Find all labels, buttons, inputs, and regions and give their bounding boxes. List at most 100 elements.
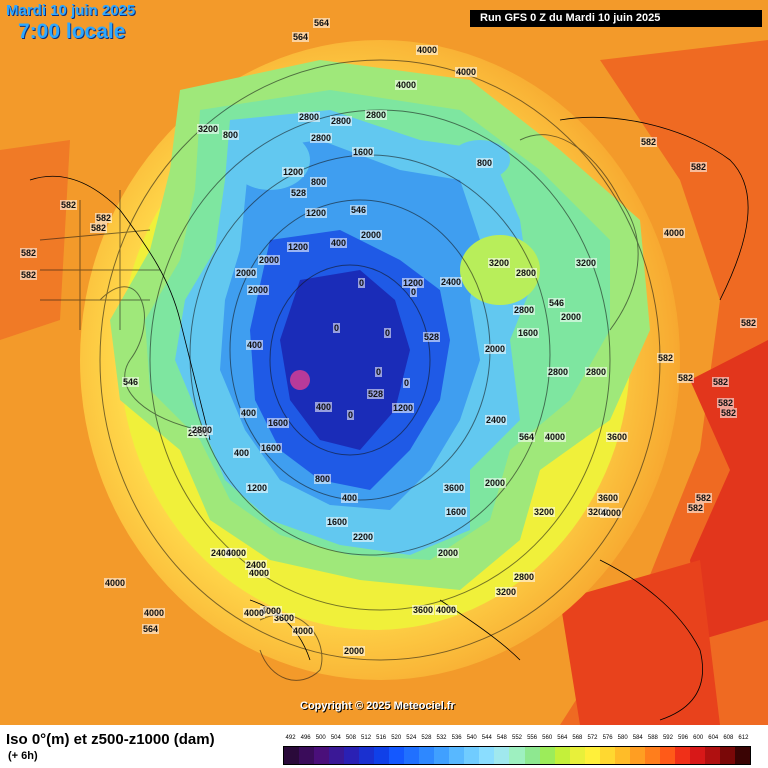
contour-label: 582 (687, 503, 705, 513)
color-scale-swatch (584, 747, 600, 764)
contour-label: 4000 (248, 568, 271, 578)
warm-zone-west (0, 140, 70, 340)
contour-label: 528 (290, 188, 308, 198)
contour-label: 2000 (437, 548, 460, 558)
color-scale-tick: 528 (421, 735, 432, 741)
contour-label: 3600 (412, 605, 435, 615)
contour-label: 1600 (260, 443, 283, 453)
color-scale-tick: 544 (481, 735, 492, 741)
color-scale-tick: 548 (496, 735, 507, 741)
contour-label: 2800 (298, 112, 321, 122)
contour-label: 582 (720, 408, 738, 418)
contour-label: 2000 (258, 255, 281, 265)
contour-label: 4000 (600, 508, 623, 518)
contour-label: 3600 (597, 493, 620, 503)
contour-label: 582 (640, 137, 658, 147)
color-scale-tick: 524 (406, 735, 417, 741)
color-scale-swatch (299, 747, 315, 764)
contour-label: 582 (20, 270, 38, 280)
contour-label: 1600 (352, 147, 375, 157)
contour-label: 3200 (197, 124, 220, 134)
color-scale-swatch (359, 747, 375, 764)
color-scale-swatch (329, 747, 345, 764)
color-scale-swatch (374, 747, 390, 764)
color-scale-swatch (479, 747, 495, 764)
color-scale-swatch (614, 747, 630, 764)
color-scale-swatch (434, 747, 450, 764)
contour-label: 800 (310, 177, 328, 187)
contour-label: 0 (384, 328, 392, 338)
color-scale-tick: 584 (632, 735, 643, 741)
contour-label: 0 (347, 410, 355, 420)
contour-label: 564 (313, 18, 331, 28)
color-scale-swatch (494, 747, 510, 764)
legend-title: Iso 0°(m) et z500-z1000 (dam) (6, 731, 215, 748)
color-scale-tick: 592 (662, 735, 673, 741)
contour-label: 528 (423, 332, 441, 342)
contour-label: 2000 (343, 646, 366, 656)
contour-label: 582 (677, 373, 695, 383)
contour-label: 564 (518, 432, 536, 442)
green-blob-east (460, 235, 540, 305)
color-scale-tick: 600 (693, 735, 704, 741)
contour-label: 2800 (191, 425, 214, 435)
contour-label: 1600 (267, 418, 290, 428)
contour-label: 2200 (352, 532, 375, 542)
color-scale: 492 496 500 504 508 512 516 520 524 528 532 536 540 5… (283, 735, 751, 765)
color-scale-swatch (554, 747, 570, 764)
color-scale-tick: 560 (542, 735, 553, 741)
color-scale-swatch (689, 747, 705, 764)
forecast-time-title: 7:00 locale (18, 20, 126, 43)
contour-label: 2800 (513, 305, 536, 315)
contour-label: 400 (341, 493, 359, 503)
contour-label: 2800 (547, 367, 570, 377)
contour-label: 2000 (484, 344, 507, 354)
color-scale-tick: 604 (708, 735, 719, 741)
contour-label: 546 (122, 377, 140, 387)
contour-label: 4000 (544, 432, 567, 442)
color-scale-tick: 504 (330, 735, 341, 741)
contour-label: 1600 (326, 517, 349, 527)
color-scale-tick: 536 (451, 735, 462, 741)
contour-label: 3600 (273, 613, 296, 623)
contour-label: 582 (740, 318, 758, 328)
copyright-text: Copyright © 2025 Meteociel.fr (300, 700, 455, 712)
color-scale-swatch (404, 747, 420, 764)
contour-label: 1600 (445, 507, 468, 517)
color-scale-swatch (389, 747, 405, 764)
contour-label: 0 (410, 287, 418, 297)
color-scale-swatch (284, 747, 300, 764)
contour-label: 2800 (585, 367, 608, 377)
color-scale-swatch (449, 747, 465, 764)
contour-label: 1200 (392, 403, 415, 413)
color-scale-swatch (599, 747, 615, 764)
model-run-info: Run GFS 0 Z du Mardi 10 juin 2025 (470, 10, 762, 27)
contour-label: 582 (60, 200, 78, 210)
contour-label: 4000 (292, 626, 315, 636)
color-scale-tick: 556 (527, 735, 538, 741)
contour-label: 2000 (484, 478, 507, 488)
contour-label: 2000 (560, 312, 583, 322)
color-scale-tick: 596 (678, 735, 689, 741)
contour-label: 2800 (310, 133, 333, 143)
contour-label: 1200 (282, 167, 305, 177)
contour-label: 3200 (488, 258, 511, 268)
color-scale-tick: 552 (511, 735, 523, 741)
color-scale-swatch (719, 747, 735, 764)
contour-label: 400 (330, 238, 348, 248)
contour-label: 3600 (443, 483, 466, 493)
contour-label: 582 (717, 398, 735, 408)
color-scale-swatch (704, 747, 720, 764)
contour-label: 582 (20, 248, 38, 258)
contour-label: 564 (292, 32, 310, 42)
contour-label: 4000 (455, 67, 478, 77)
color-scale-tick: 612 (738, 735, 749, 741)
deep-blue-core (280, 270, 410, 450)
color-scale-swatch (344, 747, 360, 764)
contour-label: 582 (90, 223, 108, 233)
contour-label: 800 (222, 130, 240, 140)
contour-label: 1200 (305, 208, 328, 218)
contour-label: 2800 (515, 268, 538, 278)
forecast-map: Mardi 10 juin 2025 7:00 locale Run GFS 0… (0, 0, 768, 725)
contour-label: 546 (350, 205, 368, 215)
